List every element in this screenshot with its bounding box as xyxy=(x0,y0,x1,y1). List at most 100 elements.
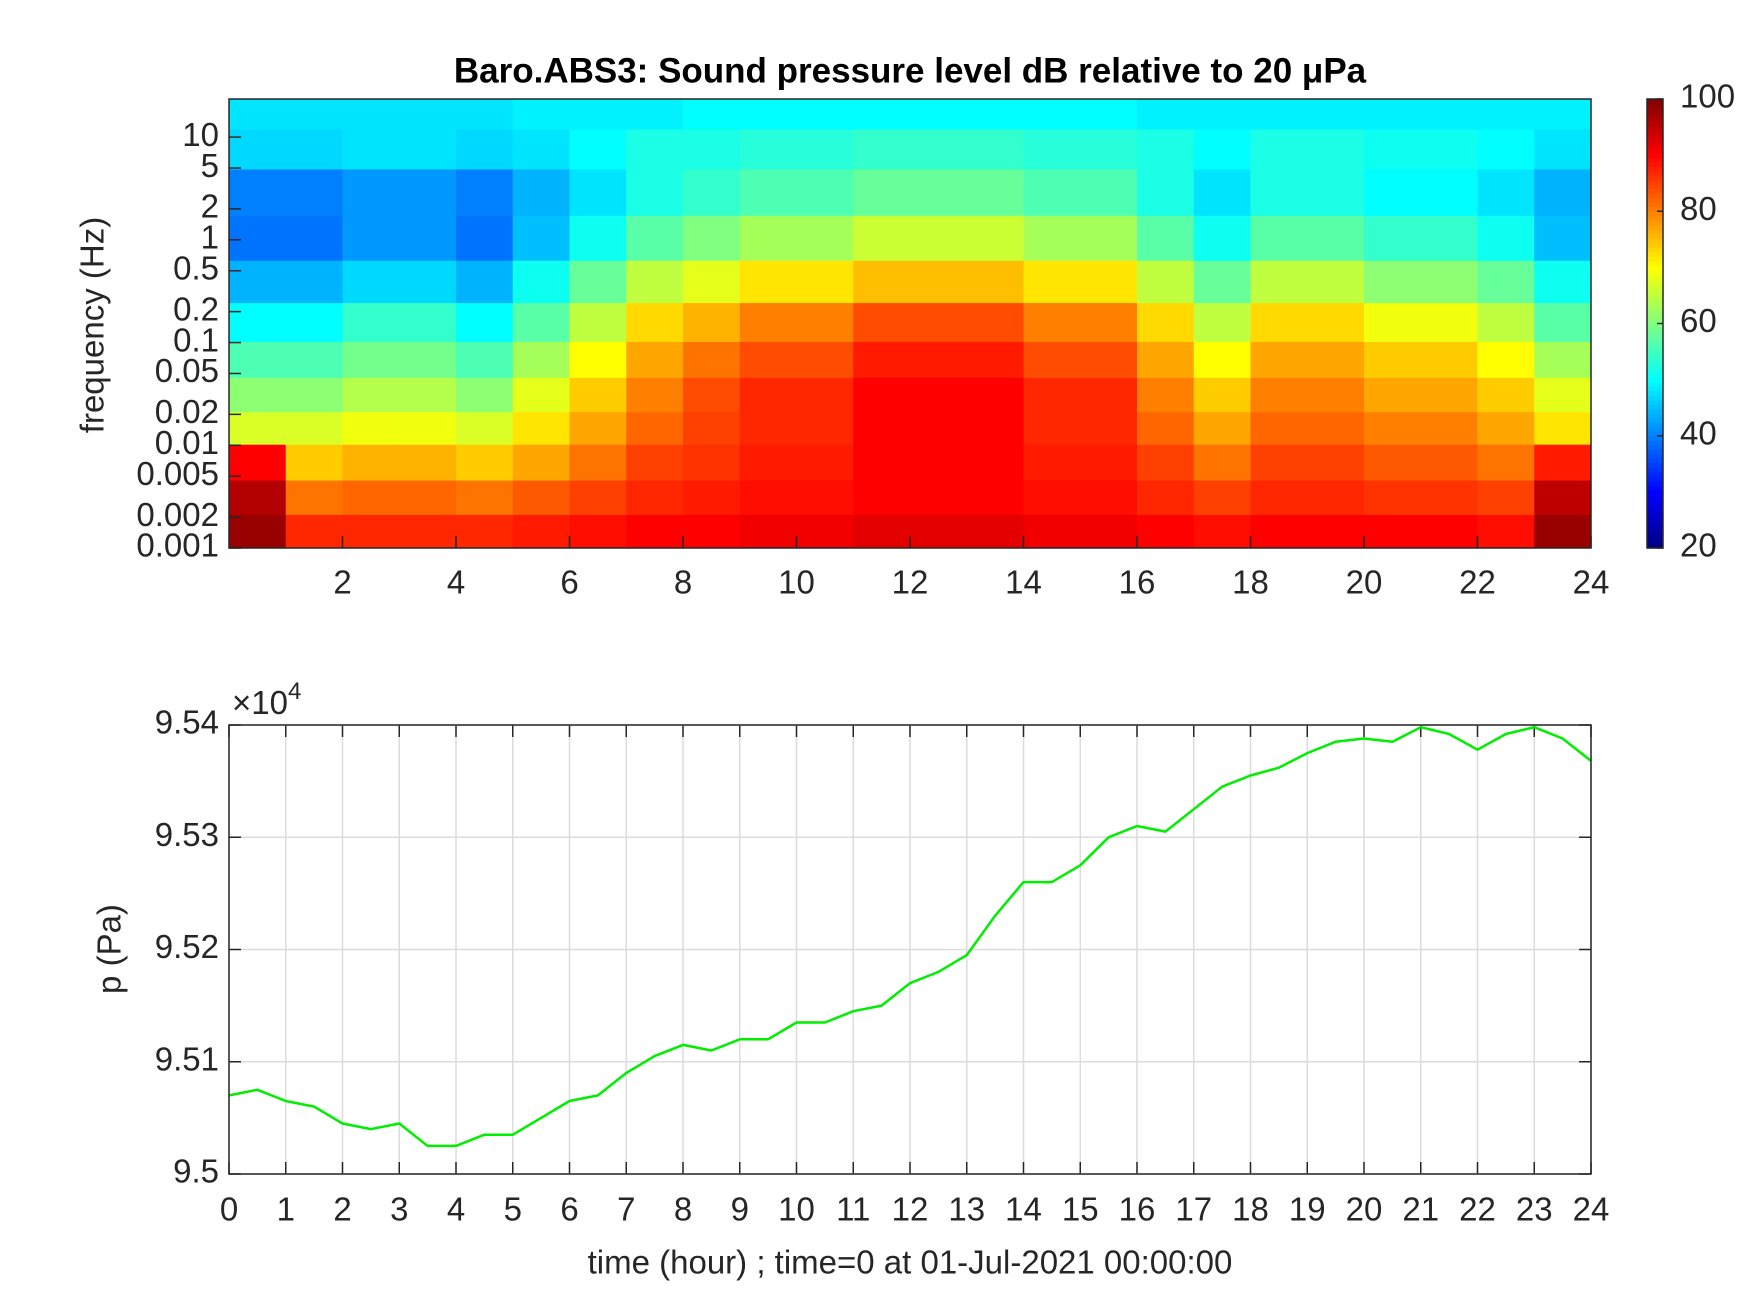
colorbar-tick-label: 40 xyxy=(1680,414,1717,451)
heatmap-cell xyxy=(569,168,627,216)
heatmap-cell xyxy=(1137,341,1195,378)
colorbar-swatch xyxy=(1647,530,1663,536)
heatmap-cell xyxy=(683,411,741,445)
heatmap-cell xyxy=(1137,168,1195,216)
x-tick-label: 20 xyxy=(1346,1191,1383,1228)
heatmap-cell xyxy=(853,341,911,378)
x-tick-label: 2 xyxy=(333,564,351,601)
colorbar-swatch xyxy=(1647,292,1663,298)
heatmap-cell xyxy=(1477,444,1535,481)
y-tick-label: 0.1 xyxy=(173,321,219,358)
heatmap-cell xyxy=(456,168,514,216)
heatmap-cell xyxy=(853,480,911,515)
heatmap-cell xyxy=(910,444,968,481)
heatmap-cell xyxy=(285,260,343,304)
heatmap-cell xyxy=(569,260,627,304)
heatmap-cell xyxy=(229,341,287,378)
heatmap-cell xyxy=(1364,444,1422,481)
heatmap-cell xyxy=(910,341,968,378)
colorbar-swatch xyxy=(1647,166,1663,172)
heatmap-cell xyxy=(910,128,968,170)
heatmap-cell xyxy=(1023,377,1081,413)
heatmap-cell xyxy=(1193,444,1251,481)
heatmap-cell xyxy=(683,128,741,170)
heatmap-cell xyxy=(966,302,1024,342)
heatmap-cell xyxy=(683,260,741,304)
heatmap-cell xyxy=(1420,480,1478,515)
colorbar-swatch xyxy=(1647,130,1663,136)
heatmap-cell xyxy=(285,99,343,130)
heatmap-cell xyxy=(683,168,741,216)
y-tick-label: 9.53 xyxy=(155,816,219,853)
x-tick-label: 22 xyxy=(1459,1191,1496,1228)
heatmap-cell xyxy=(1364,260,1422,304)
heatmap-cell xyxy=(456,99,514,130)
heatmap-cell xyxy=(739,377,797,413)
colorbar-swatch xyxy=(1647,148,1663,154)
colorbar-swatch xyxy=(1647,327,1663,334)
heatmap-cell xyxy=(229,514,287,549)
colorbar-swatch xyxy=(1647,99,1663,105)
heatmap-cell xyxy=(1250,377,1308,413)
colorbar-swatch xyxy=(1647,399,1663,405)
heatmap-cell xyxy=(739,480,797,515)
y-tick-label: 9.54 xyxy=(155,704,219,741)
heatmap-cell xyxy=(1307,377,1365,413)
heatmap-cell xyxy=(966,168,1024,216)
heatmap-cell xyxy=(1193,128,1251,170)
heatmap-cell xyxy=(853,99,911,130)
heatmap-cell xyxy=(342,377,400,413)
heatmap-cell xyxy=(342,260,400,304)
colorbar-swatch xyxy=(1647,413,1663,419)
y-tick-label: 0.005 xyxy=(136,455,219,492)
heatmap-cell xyxy=(1307,341,1365,378)
colorbar-swatch xyxy=(1647,471,1663,477)
heatmap-cell xyxy=(1364,128,1422,170)
heatmap-cell xyxy=(1420,444,1478,481)
colorbar-swatch xyxy=(1647,404,1663,410)
colorbar-swatch xyxy=(1647,363,1663,369)
colorbar-swatch xyxy=(1647,458,1663,464)
colorbar-swatch xyxy=(1647,238,1663,244)
y-tick-label: 2 xyxy=(201,188,219,225)
heatmap-cell xyxy=(569,128,627,170)
x-tick-label: 1 xyxy=(277,1191,295,1228)
heatmap-cell xyxy=(342,215,400,261)
heatmap-cell xyxy=(1193,411,1251,445)
heatmap-cell xyxy=(626,341,684,378)
colorbar-swatch xyxy=(1647,498,1663,504)
colorbar-swatch xyxy=(1647,417,1663,423)
heatmap-cell xyxy=(1023,99,1081,130)
heatmap-cell xyxy=(1193,215,1251,261)
heatmap-cell xyxy=(1534,444,1592,481)
heatmap-cell xyxy=(1250,215,1308,261)
colorbar-swatch xyxy=(1647,121,1663,127)
heatmap-cell xyxy=(512,514,570,549)
multiplier-exponent: 4 xyxy=(288,678,301,705)
colorbar-swatch xyxy=(1647,525,1663,531)
heatmap-cell xyxy=(1477,168,1535,216)
heatmap-cell xyxy=(1137,444,1195,481)
heatmap-cell xyxy=(1534,168,1592,216)
colorbar-swatch xyxy=(1647,534,1663,540)
heatmap-cell xyxy=(966,480,1024,515)
data-line xyxy=(228,725,1592,1148)
heatmap-cell xyxy=(683,341,741,378)
heatmap-cell xyxy=(1307,99,1365,130)
colorbar-swatch xyxy=(1647,161,1663,167)
y-tick-label: 0.05 xyxy=(155,352,219,389)
heatmap-cell xyxy=(285,411,343,445)
heatmap-cell xyxy=(1023,302,1081,342)
heatmap-cell xyxy=(683,377,741,413)
colorbar-swatch xyxy=(1647,431,1663,437)
heatmap-cell xyxy=(853,215,911,261)
colorbar-swatch xyxy=(1647,462,1663,468)
x-tick-label: 17 xyxy=(1175,1191,1212,1228)
heatmap-cell xyxy=(1307,128,1365,170)
heatmap-cell xyxy=(512,260,570,304)
colorbar-swatch xyxy=(1647,516,1663,522)
heatmap-cell xyxy=(1534,377,1592,413)
heatmap-cell xyxy=(342,128,400,170)
heatmap-cell xyxy=(456,377,514,413)
